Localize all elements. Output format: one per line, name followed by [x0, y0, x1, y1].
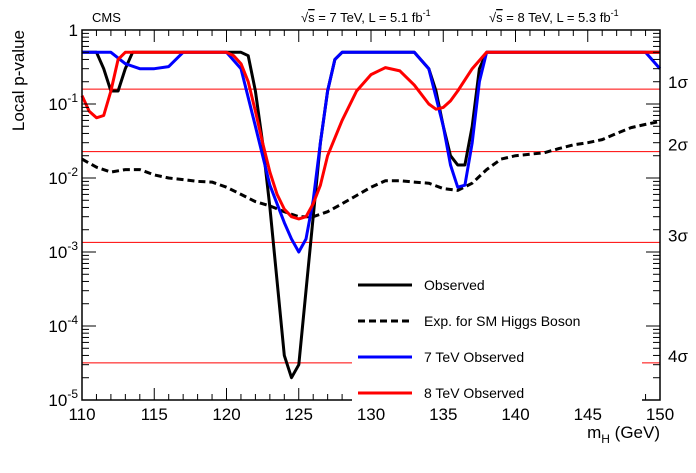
y-tick-label: 1 [69, 21, 78, 40]
legend-label-2: Exp. for SM Higgs Boson [424, 313, 580, 329]
header-8tev: √s = 8 TeV, L = 5.3 fb-1 [489, 8, 619, 25]
series-line-3 [82, 50, 662, 254]
y-tick-label: 10-3 [48, 239, 78, 262]
legend-label-1: Observed [424, 277, 485, 293]
header-7tev: √s = 7 TeV, L = 5.1 fb-1 [301, 8, 431, 25]
x-tick-label: 115 [141, 405, 168, 424]
y-tick-label: 10-2 [48, 165, 78, 188]
y-tick-label: 10-4 [48, 313, 78, 336]
x-tick-label: 130 [357, 405, 385, 424]
y-axis-title: Local p-value [9, 30, 28, 131]
legend-label-3: 7 TeV Observed [424, 349, 524, 365]
legend-label-4: 8 TeV Observed [424, 385, 524, 401]
y-axis: 1 10-1 10-2 10-3 10-4 10-5 [48, 21, 660, 410]
x-tick-label: 120 [212, 405, 240, 424]
x-tick-label: 135 [429, 405, 457, 424]
x-tick-label: 125 [285, 405, 313, 424]
sigma-label-4: 4σ [668, 347, 688, 366]
header-8tev-sup: -1 [611, 8, 619, 18]
header-7tev-text: = 7 TeV, L = 5.1 fb [315, 10, 423, 25]
series-line-4 [80, 50, 660, 221]
x-tick-label: 145 [574, 405, 602, 424]
cms-label: CMS [92, 10, 121, 25]
header-8tev-text: = 8 TeV, L = 5.3 fb [503, 10, 611, 25]
series-line-2 [81, 120, 661, 219]
header-7tev-sup: -1 [423, 8, 431, 18]
sigma-labels: 1σ 2σ 3σ 4σ [668, 73, 688, 366]
legend: Observed Exp. for SM Higgs Boson 7 TeV Obs… [352, 265, 642, 405]
x-axis-title-main: m [587, 423, 601, 442]
legend-background [352, 265, 642, 405]
x-tick-label: 110 [68, 405, 95, 424]
x-axis-title-unit: (GeV) [610, 423, 660, 442]
sqrt-s-8: s [496, 10, 503, 25]
sigma-label-2: 2σ [668, 136, 688, 155]
x-axis-title-sub: H [601, 432, 610, 446]
sqrt-s-7: s [308, 10, 315, 25]
sigma-label-1: 1σ [668, 73, 688, 92]
sqrt-symbol-8: √ [489, 10, 497, 25]
sigma-label-3: 3σ [668, 226, 688, 245]
x-axis: 110 115 120 125 130 135 140 145 150 [68, 30, 674, 424]
x-tick-label: 140 [501, 405, 529, 424]
y-tick-label: 10-1 [48, 91, 78, 114]
x-axis-title: mH (GeV) [587, 423, 660, 446]
y-tick-label: 10-5 [48, 387, 78, 410]
sqrt-symbol-7: √ [301, 10, 309, 25]
chart-header: CMS √s = 7 TeV, L = 5.1 fb-1 √s = 8 TeV,… [92, 8, 619, 25]
series-layer [80, 50, 662, 380]
x-tick-label: 150 [646, 405, 674, 424]
